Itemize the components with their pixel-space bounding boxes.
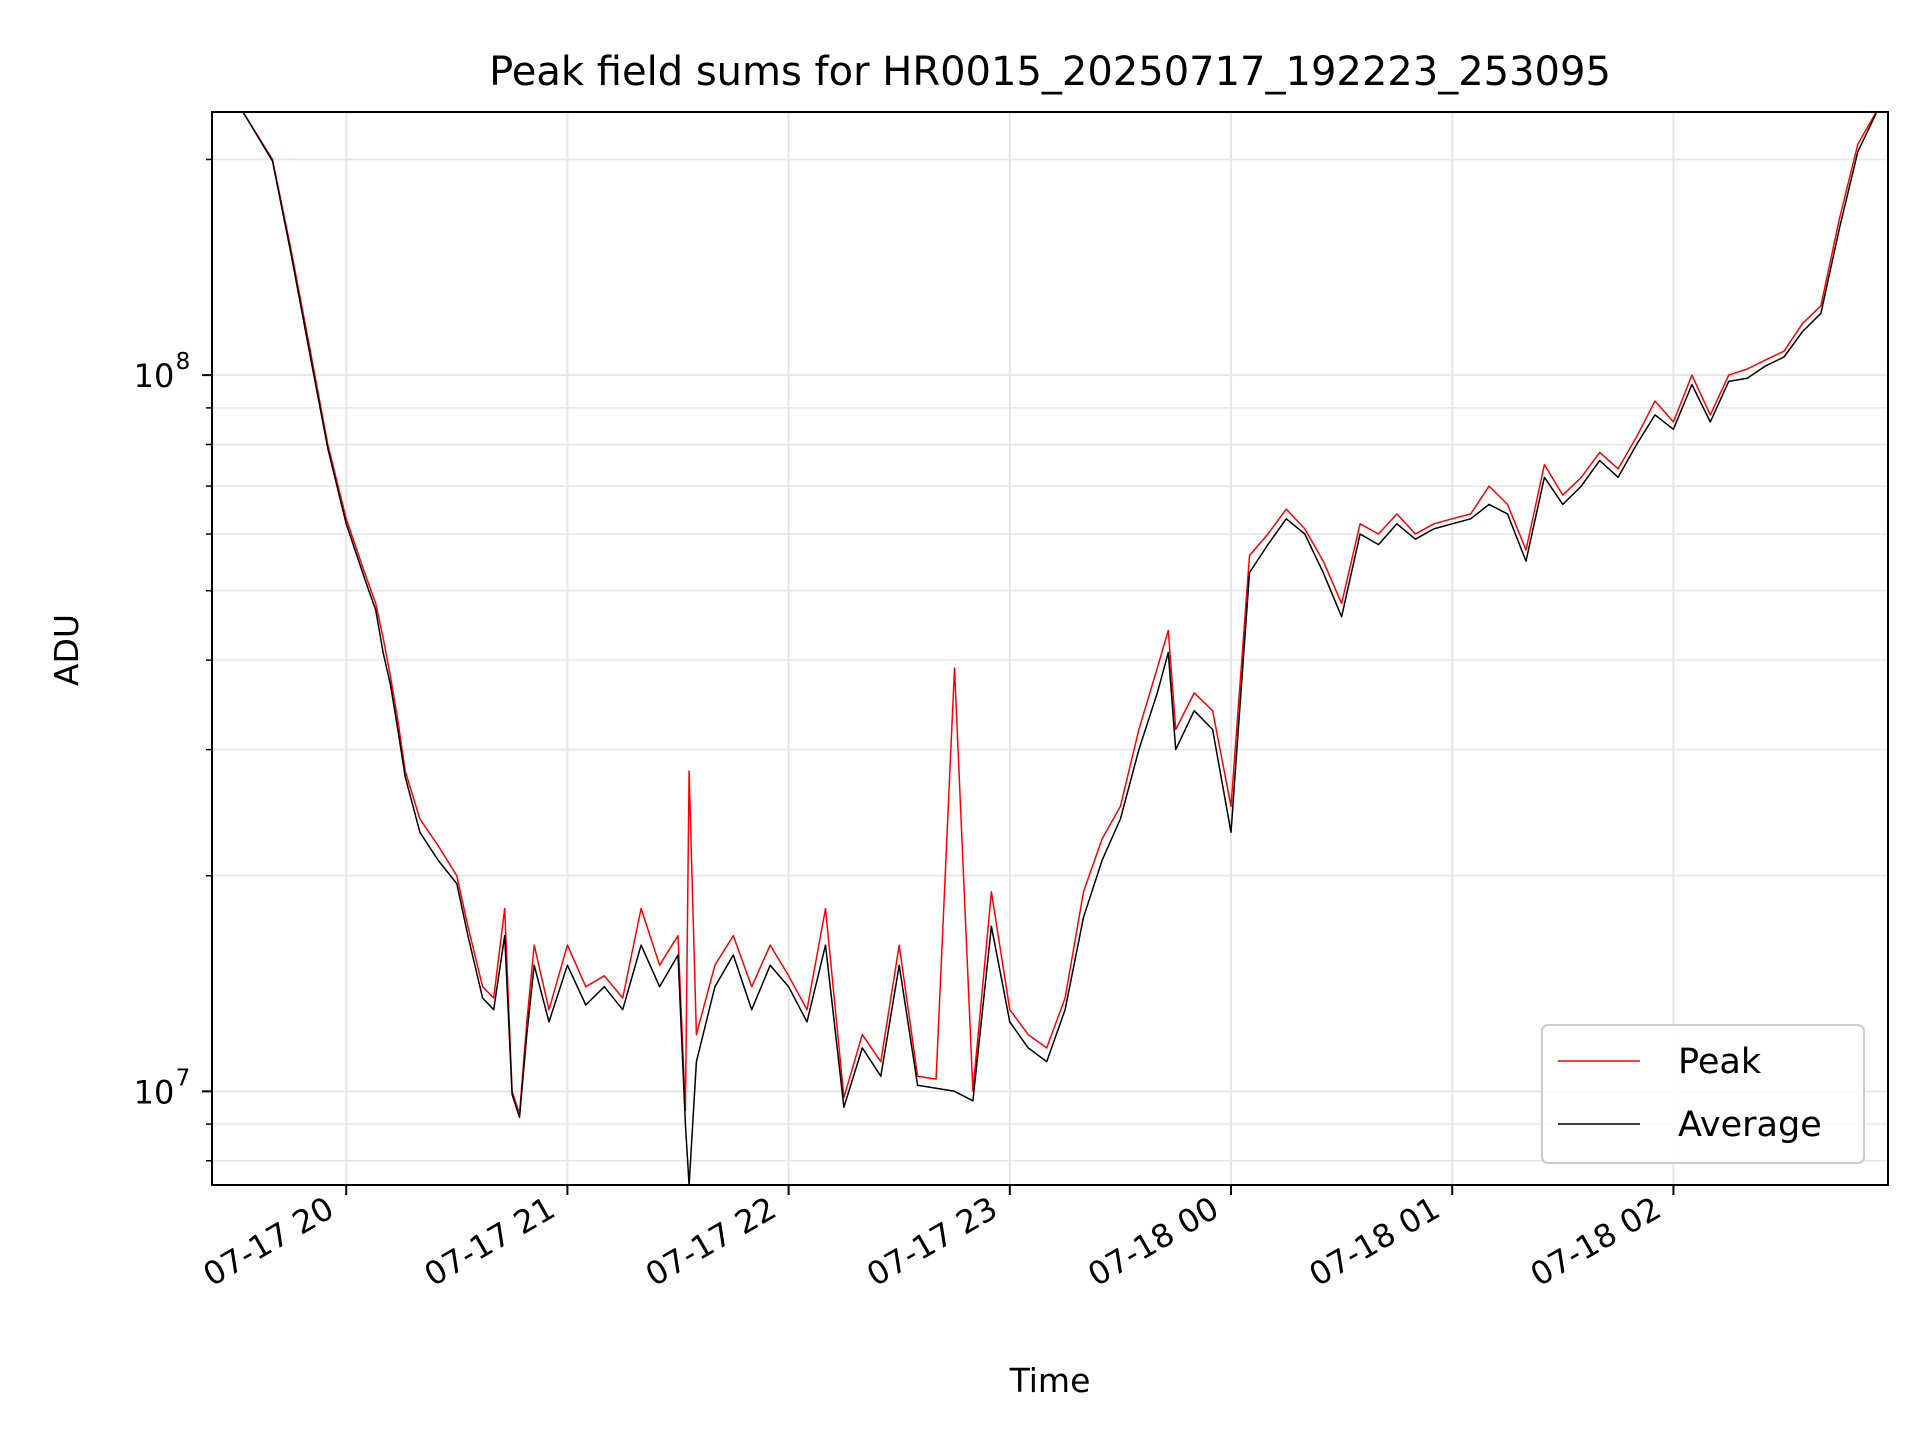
series-line-peak	[242, 111, 1877, 1115]
series-line-average	[242, 111, 1877, 1186]
legend: Peak Average	[1541, 1024, 1865, 1164]
y-tick-label: 10	[134, 357, 175, 395]
legend-label-peak: Peak	[1678, 1042, 1762, 1082]
grid	[212, 112, 1888, 1185]
y-tick-label: 10	[134, 1073, 175, 1111]
plot-frame	[211, 111, 1889, 1186]
legend-box	[1541, 1024, 1865, 1164]
x-axis-label: Time	[1009, 1361, 1091, 1400]
y-axis-label: ADU	[47, 614, 86, 686]
y-tick-label-exponent: 8	[176, 349, 191, 375]
legend-label-average: Average	[1678, 1105, 1822, 1145]
series-layer	[242, 111, 1877, 1186]
y-tick-label-exponent: 7	[176, 1065, 191, 1091]
chart-title: Peak field sums for HR0015_20250717_1922…	[489, 49, 1611, 95]
